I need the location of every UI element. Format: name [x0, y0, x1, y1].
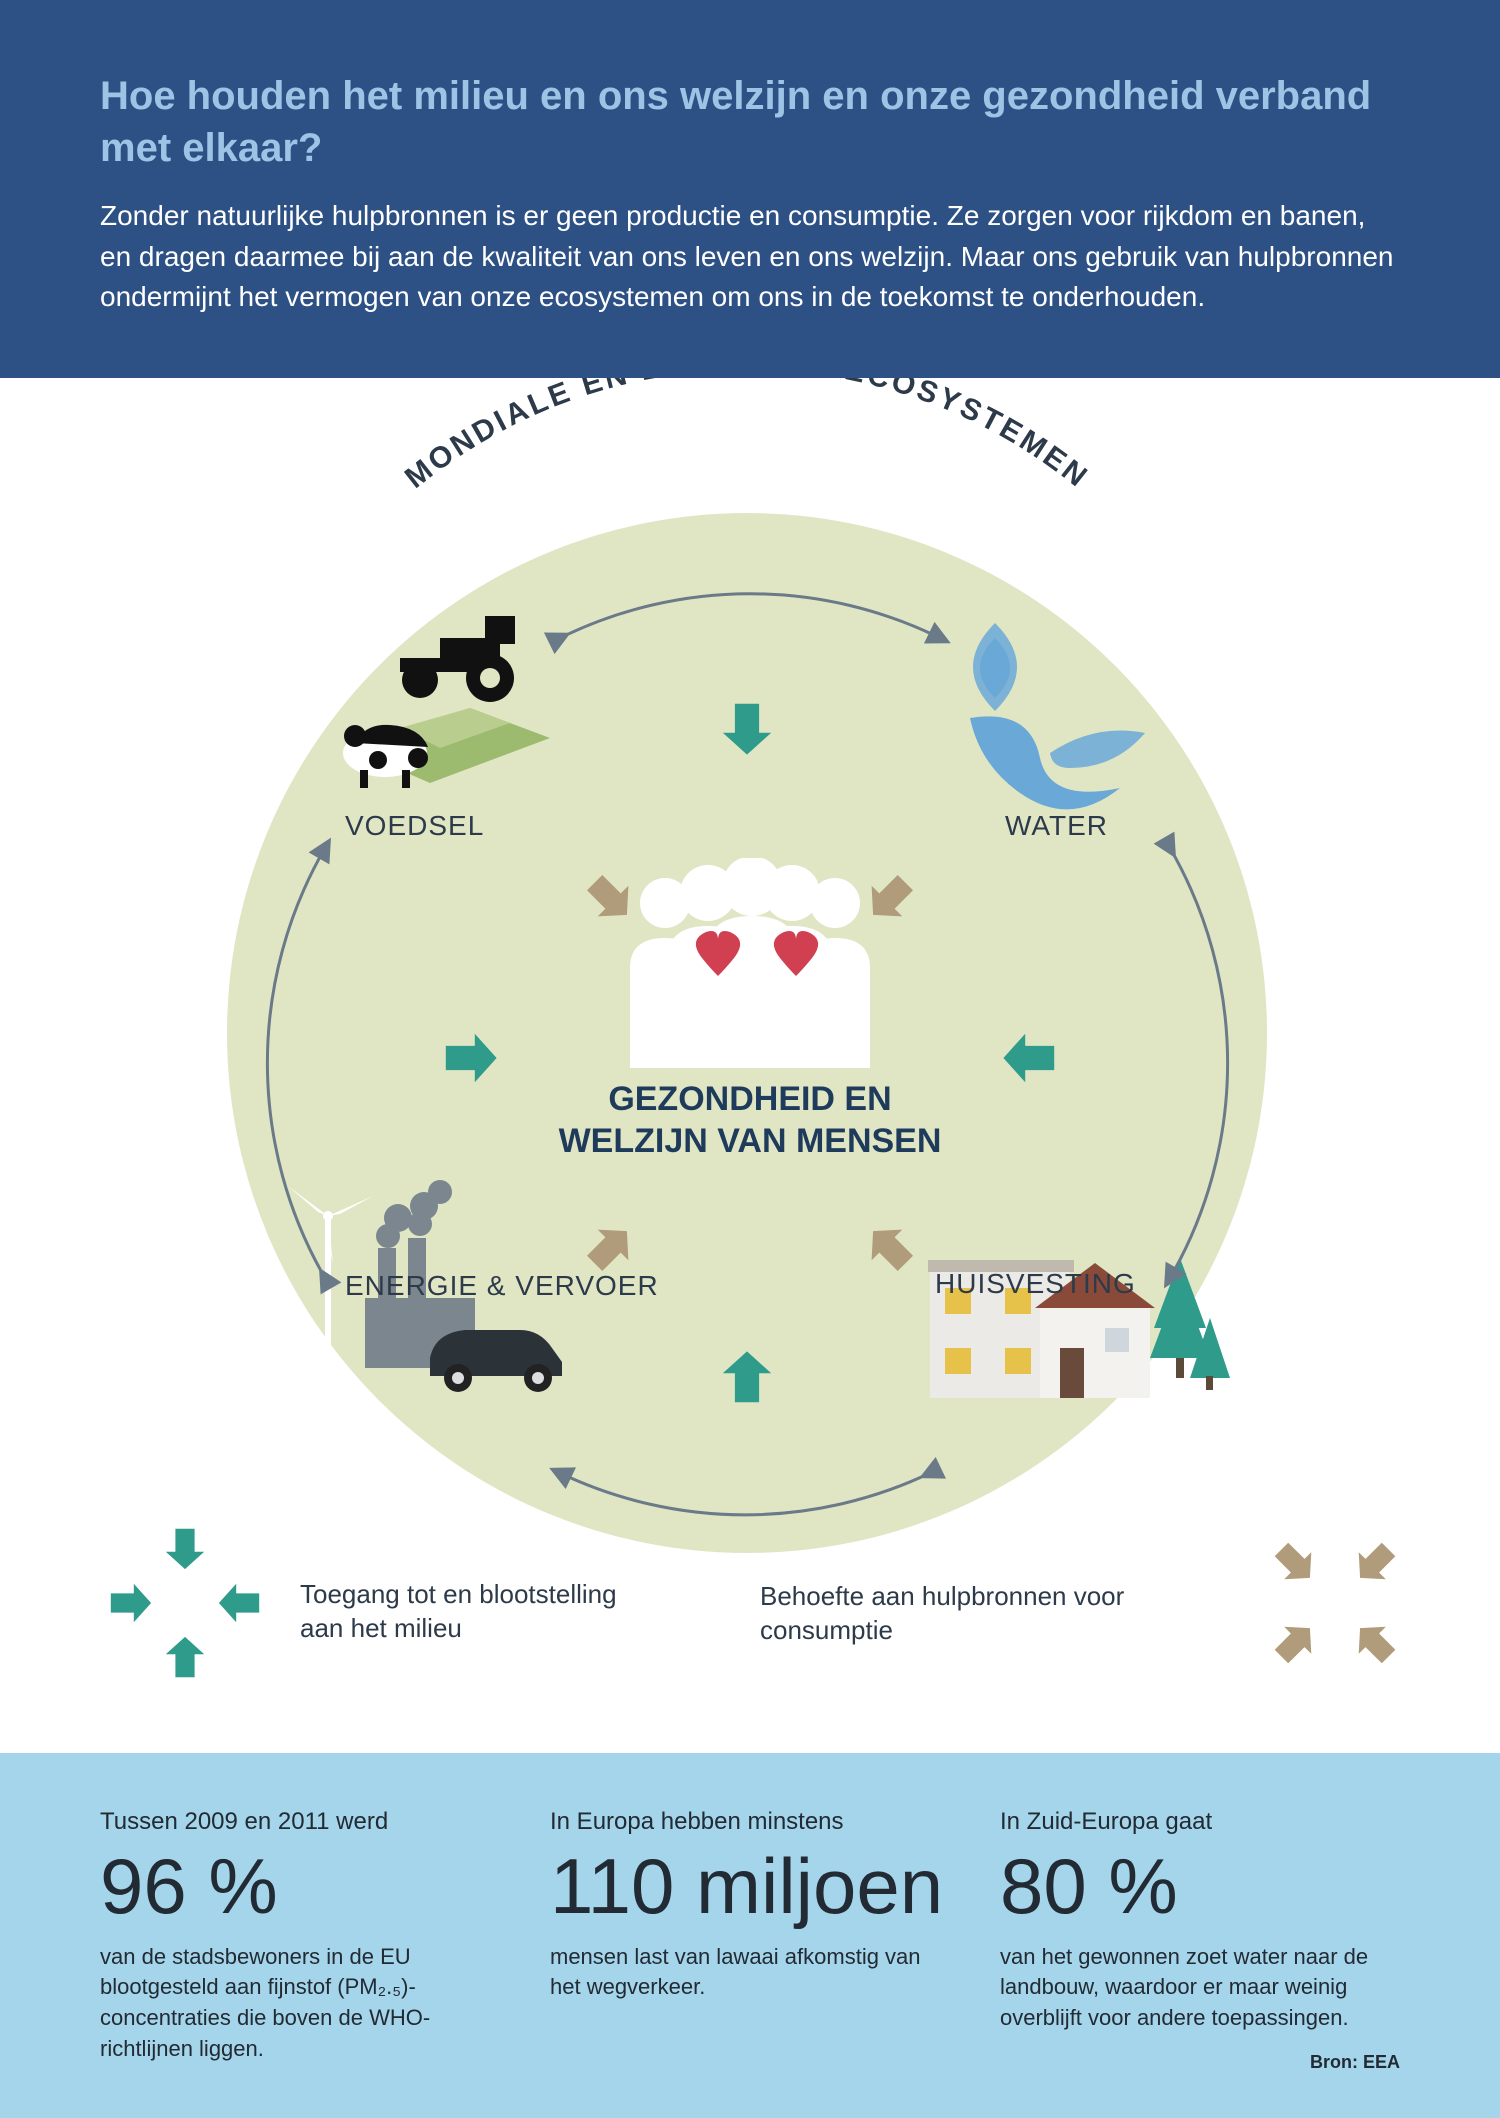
stat-1: Tussen 2009 en 2011 werd 96 % van de sta… [100, 1808, 500, 2073]
legend-teal-icon [90, 1508, 280, 1698]
stat-1-value: 96 % [100, 1846, 500, 1928]
header-body: Zonder natuurlijke hulpbronnen is er gee… [100, 196, 1400, 318]
stat-2-value: 110 miljoen [550, 1846, 950, 1928]
legend-beige-icon [1240, 1508, 1430, 1698]
stat-1-body: van de stadsbewoners in de EU blootgeste… [100, 1942, 500, 2065]
legend-left-text: Toegang tot en blootstelling aan het mil… [300, 1578, 660, 1646]
stats-source: Bron: EEA [1000, 2052, 1400, 2073]
stat-2: In Europa hebben minstens 110 miljoen me… [550, 1808, 950, 2073]
legend-right-text: Behoefte aan hulpbronnen voor consumptie [760, 1580, 1180, 1648]
header-title: Hoe houden het milieu en ons welzijn en … [100, 70, 1400, 174]
stat-3: In Zuid-Europa gaat 80 % van het gewonne… [1000, 1808, 1400, 2073]
stat-2-lead: In Europa hebben minstens [550, 1808, 950, 1836]
stat-3-lead: In Zuid-Europa gaat [1000, 1808, 1400, 1836]
stats-band: Tussen 2009 en 2011 werd 96 % van de sta… [0, 1753, 1500, 2118]
stat-1-lead: Tussen 2009 en 2011 werd [100, 1808, 500, 1836]
stat-3-body: van het gewonnen zoet water naar de land… [1000, 1942, 1400, 2034]
stat-3-value: 80 % [1000, 1846, 1400, 1928]
header-block: Hoe houden het milieu en ons welzijn en … [0, 0, 1500, 378]
infographic-page: Hoe houden het milieu en ons welzijn en … [0, 0, 1500, 2118]
stat-2-body: mensen last van lawaai afkomstig van het… [550, 1942, 950, 2004]
ecosystem-diagram: MONDIALE EN EUROPESE ECOSYSTEMEN GEZONDH… [0, 378, 1500, 1728]
